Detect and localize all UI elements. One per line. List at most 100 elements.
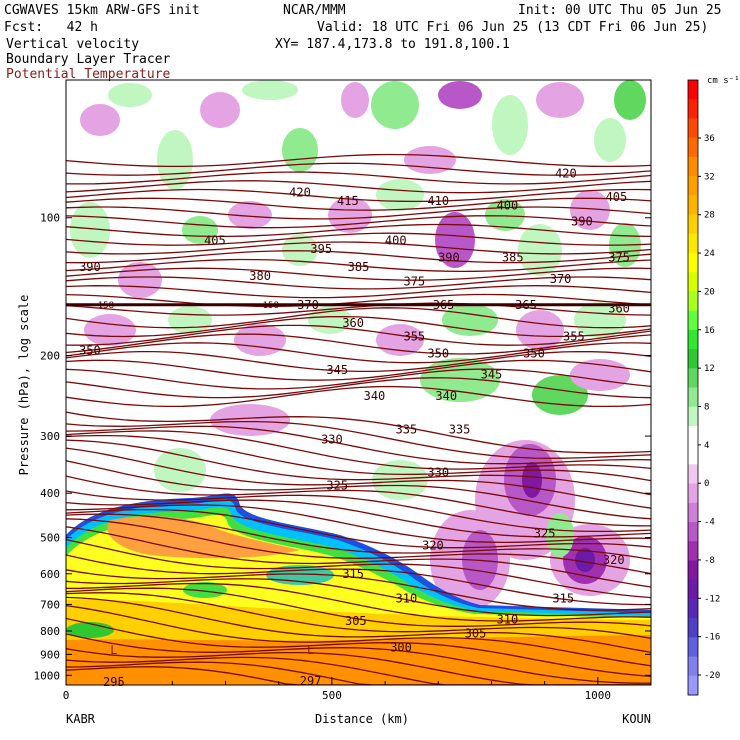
- theta-contour: [66, 232, 651, 246]
- colorbar-swatch: [688, 233, 698, 254]
- colorbar-swatch: [688, 656, 698, 677]
- tropopause-label: 158: [263, 301, 279, 311]
- y-tick-label: 600: [40, 568, 60, 581]
- theta-contour: [66, 302, 651, 316]
- theta-contour: [66, 648, 651, 685]
- y-tick-label: 900: [40, 648, 60, 661]
- theta-contour: [66, 526, 651, 588]
- theta-contour: [66, 377, 651, 399]
- theta-label: 380: [249, 269, 271, 283]
- tropopause-label: 158: [98, 301, 114, 311]
- theta-contour: [66, 569, 651, 611]
- theta-contour: [66, 197, 651, 211]
- theta-contour: [66, 171, 651, 185]
- colorbar-swatch: [688, 483, 698, 504]
- theta-contour: [66, 188, 651, 203]
- field-vertical-velocity: Vertical velocity: [6, 37, 140, 52]
- theta-label: 405: [606, 190, 628, 204]
- colorbar-swatch: [688, 118, 698, 139]
- theta-contour: [66, 578, 651, 617]
- y-tick-label: 200: [40, 349, 60, 362]
- theta-label: 355: [563, 330, 585, 344]
- colorbar-tick-label: 12: [704, 364, 715, 374]
- theta-label: 375: [403, 275, 425, 289]
- potential-temperature-labels: 420 415 410 400 420 405 390 405 395 400 390 385 375 3…: [79, 166, 630, 689]
- colorbar-swatch: [688, 598, 698, 619]
- theta-contour: [66, 258, 651, 273]
- theta-label: 395: [310, 242, 332, 256]
- colorbar-swatch: [688, 291, 698, 312]
- theta-contour: [66, 460, 651, 520]
- theta-label: 305: [345, 614, 367, 628]
- theta-contour: [66, 439, 651, 496]
- theta-contour: [66, 666, 651, 685]
- colorbar-swatch: [688, 406, 698, 427]
- theta-label: 420: [555, 166, 577, 180]
- theta-contour: [66, 293, 651, 308]
- theta-label: 365: [515, 298, 537, 312]
- colorbar-swatch: [688, 637, 698, 658]
- colorbar-tick-label: 4: [704, 441, 709, 451]
- y-axis-label: Pressure (hPa), log scale: [17, 295, 31, 476]
- y-tick-label: 1000: [34, 669, 61, 682]
- theta-label: 297: [300, 674, 322, 688]
- theta-label: 360: [342, 316, 364, 330]
- y-tick-label: 500: [40, 532, 60, 545]
- theta-label: 345: [481, 367, 503, 381]
- colorbar-swatch: [688, 618, 698, 638]
- colorbar-tick-label: -20: [704, 671, 720, 681]
- colorbar-swatch: [688, 349, 698, 369]
- theta-label: 295: [103, 675, 125, 689]
- theta-label: 355: [403, 330, 425, 344]
- theta-contour: [66, 368, 651, 390]
- theta-label: 350: [427, 346, 449, 360]
- theta-label: 330: [321, 432, 343, 446]
- colorbar-tick-label: 36: [704, 134, 715, 144]
- colorbar-swatch: [688, 329, 698, 350]
- theta-contour: [66, 276, 651, 290]
- x-axis-label: Distance (km): [315, 712, 409, 726]
- theta-contour: [66, 661, 651, 685]
- theta-contour: [66, 633, 651, 684]
- theta-label: 390: [571, 215, 593, 229]
- theta-contour: [66, 162, 651, 176]
- plot-frame: [65, 79, 652, 686]
- theta-label: 370: [297, 298, 319, 312]
- colorbar-swatch: [688, 214, 698, 235]
- theta-label: 400: [497, 198, 519, 212]
- theta-contour: [66, 420, 651, 459]
- colorbar-tick-label: 20: [704, 287, 715, 297]
- colorbar-swatch: [688, 80, 698, 100]
- theta-label: 330: [427, 465, 449, 479]
- x-axis: 0 500 1000: [63, 677, 652, 702]
- theta-label: 415: [337, 194, 359, 208]
- theta-contour: [66, 430, 651, 470]
- left-endpoint-label: KABR: [66, 712, 96, 726]
- theta-contour: [66, 592, 651, 639]
- theta-label: 365: [433, 298, 455, 312]
- theta-label: 375: [608, 250, 630, 264]
- x-tick-label: 500: [322, 689, 342, 702]
- theta-contour: [66, 518, 651, 575]
- theta-label: 400: [385, 233, 407, 247]
- colorbar-tick-label: 16: [704, 326, 715, 336]
- colorbar-tick-label: -12: [704, 594, 720, 604]
- colorbar-swatch: [688, 387, 698, 408]
- theta-contour: [66, 656, 651, 685]
- colorbar-frame: [687, 79, 699, 696]
- theta-label: 320: [422, 538, 444, 552]
- theta-label: 335: [396, 422, 418, 436]
- theta-label: 410: [427, 194, 449, 208]
- theta-label: 340: [435, 389, 457, 403]
- colorbar-swatch: [688, 272, 698, 292]
- theta-label: 315: [552, 592, 574, 606]
- theta-contour: [66, 499, 651, 538]
- valid-time: Valid: 18 UTC Fri 06 Jun 25 (13 CDT Fri …: [317, 20, 709, 35]
- theta-contour: [66, 267, 651, 281]
- colorbar-swatch: [688, 99, 698, 119]
- theta-label: 310: [497, 612, 519, 626]
- colorbar-swatch: [688, 502, 698, 523]
- theta-label: 300: [390, 641, 412, 655]
- theta-contour: [66, 350, 651, 373]
